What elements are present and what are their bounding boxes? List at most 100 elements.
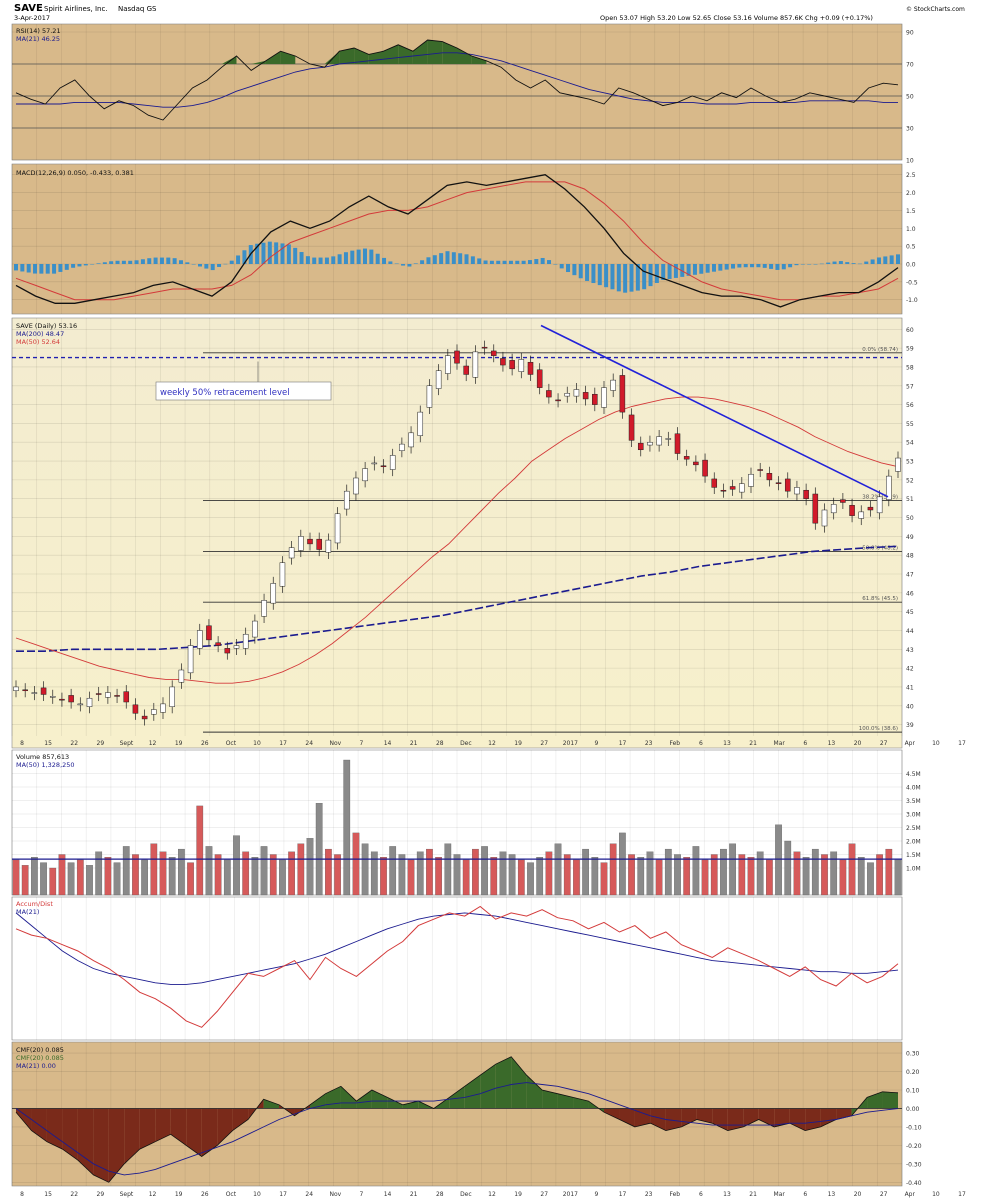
cmf-fill [758,1108,775,1127]
bottom-x-label: 13 [828,1191,836,1198]
candle-body [739,483,745,493]
volume-bar [76,859,84,896]
retracement-label: 100.0% (38.6) [859,726,898,732]
macd-histogram-bar [724,264,729,270]
cmf-fill [217,1108,233,1146]
cmf-fill [263,1099,280,1109]
rsi-tick-label: 90 [906,30,914,37]
price-tick-label: 60 [906,327,914,334]
macd-histogram-bar [591,264,596,284]
cmf-tick-label: -0.10 [906,1124,922,1131]
volume-bar [628,854,635,896]
macd-histogram-bar [527,260,532,264]
bottom-x-label: 14 [384,1191,392,1198]
cmf-fill [805,1108,821,1131]
macd-histogram-bar [178,260,183,264]
price-x-label: 19 [175,740,183,747]
macd-histogram-bar [762,264,767,268]
macd-histogram-bar [470,256,475,264]
macd-histogram-bar [572,264,577,276]
volume-bar [86,865,93,896]
candle-body [13,686,19,691]
bottom-x-label: 27 [540,1191,548,1198]
cmf-legend: CMF(20) 0.085 [16,1046,64,1054]
price-x-label: 26 [201,740,209,747]
bottom-x-label: Sept [120,1191,134,1198]
macd-histogram-bar [255,243,260,264]
price-x-label: 13 [828,740,836,747]
macd-histogram-bar [838,261,843,264]
candle-body [555,399,561,402]
macd-tick-label: 1.0 [906,226,916,233]
candle-body [775,482,782,484]
macd-histogram-bar [743,264,748,268]
cmf-fill [464,1075,481,1109]
price-tick-label: 44 [906,628,914,635]
macd-histogram-bar [559,264,564,269]
cmf-fill [542,1090,558,1109]
volume-bar [554,843,562,896]
cmf-fill [124,1108,140,1164]
macd-histogram-bar [96,263,101,264]
macd-histogram-bar [134,260,139,264]
macd-histogram-bar [686,264,691,276]
exchange: Nasdaq GS [118,5,157,13]
bottom-x-label: 17 [958,1191,966,1198]
candle-body [812,493,819,524]
volume-bar [775,824,782,896]
rsi-overbought-fill [354,48,369,64]
macd-histogram-bar [14,264,18,271]
price-x-label: 21 [410,740,418,747]
macd-histogram-bar [229,260,234,264]
price-legend: SAVE (Daily) 53.16 [16,322,77,330]
macd-histogram-bar [331,256,336,264]
price-x-label: Apr [905,740,916,747]
bottom-x-label: 29 [97,1191,105,1198]
candle-body [196,630,203,649]
volume-bar [655,859,663,896]
candle-body [371,462,378,465]
candle-body [40,687,47,695]
macd-histogram-bar [547,260,552,264]
volume-bar [380,857,387,896]
macd-histogram-bar [318,257,323,264]
volume-bar [104,857,112,896]
macd-histogram-bar [369,249,374,264]
candle-body [821,509,828,527]
volume-bar [58,854,66,896]
volume-bar [242,851,250,896]
macd-tick-label: -0.5 [906,279,918,286]
macd-histogram-bar [64,264,69,270]
rsi-tick-label: 30 [906,126,914,133]
price-tick-label: 47 [906,572,914,579]
cmf-tick-label: 0.30 [906,1051,920,1058]
candle-body [353,477,359,495]
rsi-legend: RSI(14) 57.21 [16,27,61,35]
candle-body [95,693,102,695]
candle-body [784,478,791,492]
macd-histogram-bar [692,264,697,275]
candle-body [711,478,718,488]
price-tick-label: 39 [906,722,914,729]
candle-body [362,468,368,482]
macd-histogram-bar [832,261,837,264]
ma50-line [15,396,899,684]
candle-body [830,504,837,514]
rsi-overbought-fill [398,44,413,64]
candle-body [215,642,221,646]
macd-histogram-bar [166,257,171,264]
bottom-x-label: 15 [44,1191,52,1198]
volume-bar [867,862,874,896]
macd-histogram-bar [426,257,431,264]
macd-histogram-bar [343,252,348,264]
candle-body [509,360,515,370]
price-x-label: 12 [488,740,496,747]
rsi-overbought-fill [427,40,443,64]
cmf-fill [634,1108,651,1127]
macd-histogram-bar [324,257,329,264]
candle-body [252,620,258,638]
volume-bar [573,859,580,896]
macd-histogram-bar [680,264,685,277]
macd-histogram-bar [857,263,862,265]
